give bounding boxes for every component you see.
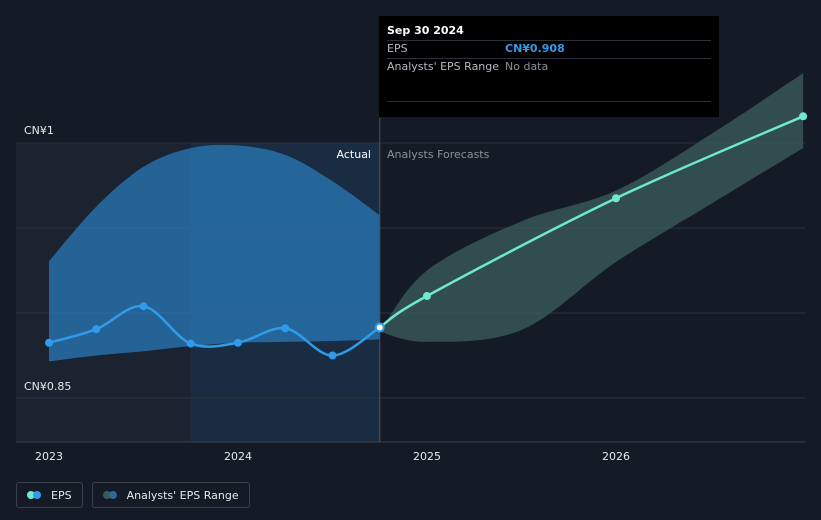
x-tick-label: 2024 bbox=[224, 450, 252, 463]
eps-point-highlighted[interactable] bbox=[374, 322, 385, 333]
forecast-point[interactable] bbox=[612, 194, 620, 203]
tooltip-row-eps: EPS CN¥0.908 bbox=[387, 40, 711, 58]
x-tick-label: 2023 bbox=[35, 450, 63, 463]
tooltip-divider bbox=[387, 101, 711, 102]
legend-eps-label: EPS bbox=[51, 488, 72, 502]
tooltip: Sep 30 2024 EPS CN¥0.908 Analysts' EPS R… bbox=[379, 16, 719, 117]
y-tick-label: CN¥0.85 bbox=[24, 380, 71, 393]
forecast-point[interactable] bbox=[799, 112, 808, 121]
range-swatch-icon bbox=[102, 491, 119, 499]
eps-point[interactable] bbox=[45, 338, 53, 347]
eps-point[interactable] bbox=[139, 302, 148, 311]
legend-range-toggle[interactable]: Analysts' EPS Range bbox=[91, 482, 250, 508]
forecast-point[interactable] bbox=[423, 292, 431, 300]
tooltip-range-label: Analysts' EPS Range bbox=[387, 60, 500, 73]
eps-point[interactable] bbox=[186, 339, 195, 348]
legend: EPS Analysts' EPS Range bbox=[16, 482, 250, 508]
eps-swatch-icon bbox=[27, 491, 43, 499]
eps-point[interactable] bbox=[92, 325, 101, 334]
data-points bbox=[45, 112, 808, 360]
x-tick-label: 2026 bbox=[602, 450, 630, 463]
tooltip-row-range: Analysts' EPS Range No data bbox=[387, 58, 711, 76]
y-tick-label: CN¥1 bbox=[24, 124, 54, 137]
tooltip-eps-value: CN¥0.908 bbox=[505, 42, 565, 55]
eps-forecast-line bbox=[379, 115, 804, 329]
eps-point[interactable] bbox=[234, 338, 242, 347]
forecast-eps-range-area bbox=[379, 73, 804, 342]
x-tick-label: 2025 bbox=[413, 450, 441, 463]
tooltip-date: Sep 30 2024 bbox=[387, 24, 464, 37]
y-axis-labels: CN¥1 CN¥0.85 bbox=[24, 124, 71, 393]
tooltip-range-value: No data bbox=[505, 60, 549, 73]
eps-point[interactable] bbox=[328, 351, 337, 360]
eps-point[interactable] bbox=[281, 324, 290, 333]
tooltip-eps-label: EPS bbox=[387, 42, 408, 55]
actual-label: Actual bbox=[337, 148, 371, 161]
eps-line bbox=[48, 304, 381, 357]
forecast-label: Analysts Forecasts bbox=[387, 148, 490, 161]
legend-eps-toggle[interactable]: EPS bbox=[16, 482, 83, 508]
legend-range-label: Analysts' EPS Range bbox=[126, 488, 239, 502]
x-axis-labels: 2023 2024 2025 2026 bbox=[35, 450, 630, 463]
